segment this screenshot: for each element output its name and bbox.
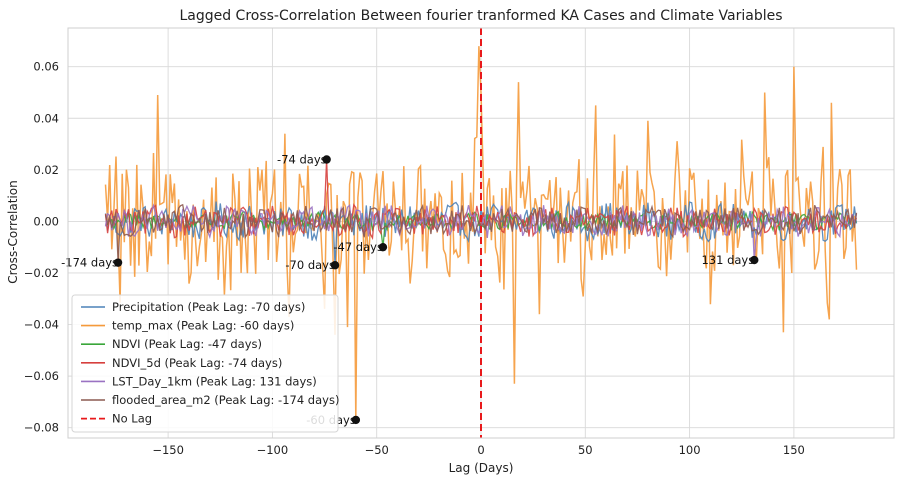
peak-annotation: -74 days	[277, 153, 327, 167]
x-tick-label: 0	[477, 443, 484, 457]
legend-entry: No Lag	[112, 412, 152, 426]
x-tick-label: 100	[679, 443, 701, 457]
chart-title: Lagged Cross-Correlation Between fourier…	[179, 8, 782, 24]
plot-frame	[67, 27, 895, 439]
legend-entry: temp_max (Peak Lag: -60 days)	[112, 319, 294, 333]
peak-marker	[750, 255, 759, 265]
peak-marker	[378, 242, 388, 252]
x-tick-label: 50	[578, 443, 593, 457]
peak-annotation: 131 days	[701, 253, 754, 267]
y-tick-label: 0.06	[33, 60, 59, 74]
y-tick-label: −0.06	[24, 369, 59, 383]
legend-entry: NDVI (Peak Lag: -47 days)	[112, 337, 262, 351]
y-axis-label: Cross-Correlation	[6, 180, 20, 283]
x-tick-label: −100	[257, 443, 289, 457]
legend-entry: flooded_area_m2 (Peak Lag: -174 days)	[112, 393, 339, 407]
y-tick-label: −0.08	[24, 421, 59, 435]
y-tick-label: −0.04	[24, 318, 59, 332]
peak-marker	[330, 261, 340, 270]
peak-marker	[351, 415, 361, 425]
y-tick-label: 0.02	[33, 163, 59, 177]
y-tick-label: 0.04	[33, 111, 59, 125]
x-axis-label: Lag (Days)	[449, 461, 514, 475]
peak-annotation: -47 days	[333, 240, 383, 254]
x-tick-label: 150	[783, 443, 805, 457]
y-tick-label: −0.02	[24, 266, 59, 280]
y-tick-label: 0.00	[33, 214, 59, 228]
x-tick-label: −150	[152, 443, 184, 457]
legend: Precipitation (Peak Lag: -70 days) temp_m…	[71, 294, 339, 433]
axes: −150 −100 −50 0 50 100 150 −0.08 −0.06 −0.04 −0.02…	[24, 27, 895, 457]
legend-box	[71, 294, 339, 433]
legend-entry: LST_Day_1km (Peak Lag: 131 days)	[112, 374, 317, 388]
peak-annotation: -174 days	[61, 256, 118, 270]
peak-marker	[322, 155, 331, 164]
x-tick-label: −50	[365, 443, 389, 457]
legend-entry: Precipitation (Peak Lag: -70 days)	[112, 300, 305, 314]
peak-marker	[113, 258, 123, 267]
peak-annotation: -70 days	[285, 258, 335, 272]
legend-entry: NDVI_5d (Peak Lag: -74 days)	[112, 356, 282, 370]
